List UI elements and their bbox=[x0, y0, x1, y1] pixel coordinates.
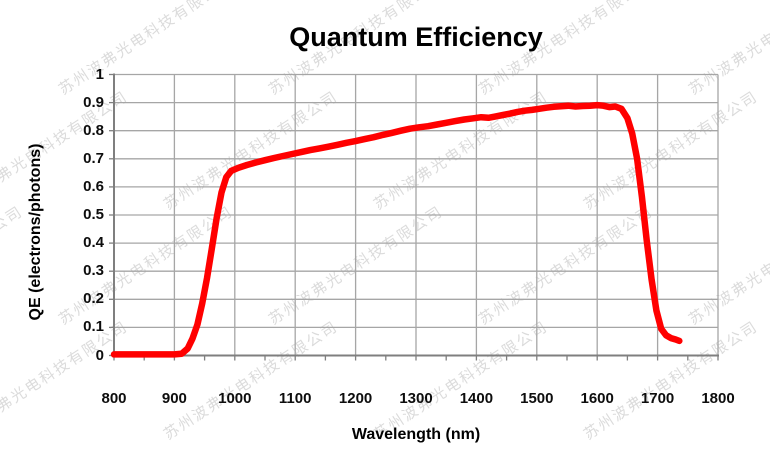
x-tick-label: 1300 bbox=[399, 390, 433, 407]
y-tick-label: 0.6 bbox=[83, 177, 104, 195]
x-tick-label: 1500 bbox=[520, 390, 554, 407]
y-tick-label: 1 bbox=[95, 65, 104, 83]
qe-curve bbox=[110, 101, 683, 358]
x-tick-label: 1600 bbox=[580, 390, 614, 407]
x-tick-label: 1000 bbox=[218, 390, 252, 407]
x-tick-label: 1100 bbox=[278, 390, 312, 407]
x-tick-label: 1800 bbox=[701, 390, 735, 407]
x-tick-label: 1700 bbox=[640, 390, 675, 407]
y-tick-label: 0.7 bbox=[83, 149, 104, 167]
y-tick-label: 0.2 bbox=[83, 290, 104, 308]
y-tick-label: 0.3 bbox=[83, 262, 104, 280]
y-tick-label: 0.4 bbox=[83, 234, 104, 252]
x-tick-label: 800 bbox=[101, 390, 127, 407]
y-tick-label: 0.5 bbox=[83, 206, 104, 223]
x-tick-label: 900 bbox=[161, 390, 187, 407]
x-tick-label: 1200 bbox=[338, 390, 373, 407]
x-tick-label: 1400 bbox=[459, 390, 494, 407]
x-axis-title: Wavelength (nm) bbox=[351, 426, 481, 443]
chart-title: Quantum Efficiency bbox=[289, 22, 543, 52]
y-tick-label: 0.8 bbox=[83, 121, 104, 139]
y-tick-label: 0.1 bbox=[83, 318, 104, 336]
y-tick-label: 0.9 bbox=[83, 93, 104, 111]
y-tick-label: 0 bbox=[95, 346, 104, 364]
